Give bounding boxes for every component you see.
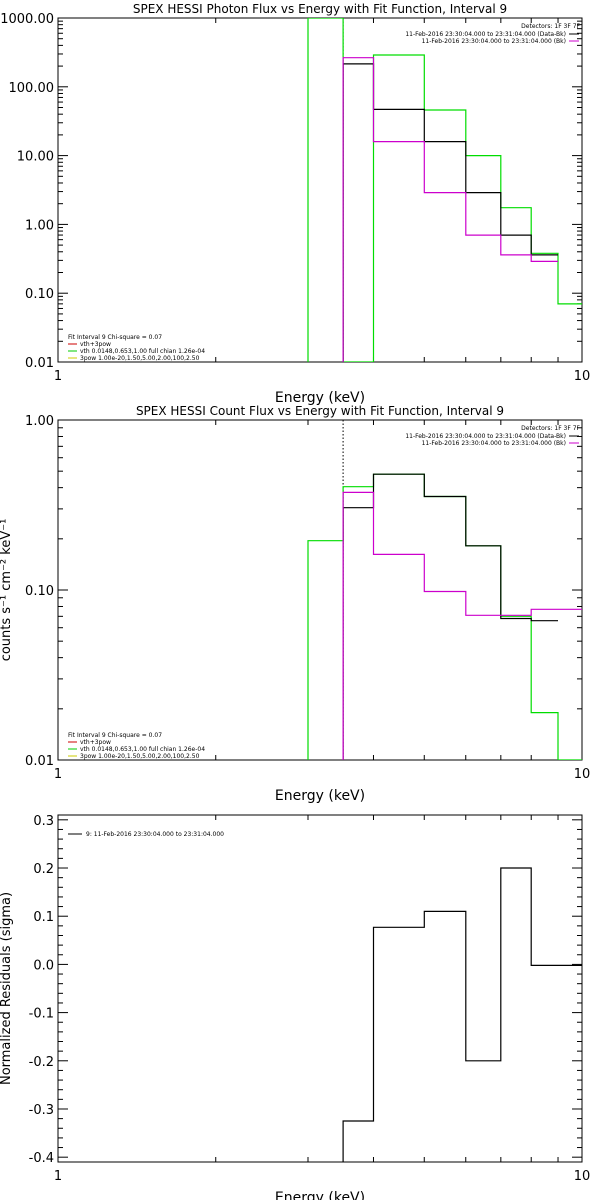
y-tick-label: -0.3 <box>29 1103 54 1118</box>
legend-entry-label: 3pow 1.00e-20,1.50,5.00,2.00,100,2.50 <box>80 355 200 362</box>
x-axis-label: Energy (keV) <box>275 788 365 804</box>
chart-title: SPEX HESSI Count Flux vs Energy with Fit… <box>136 404 504 418</box>
legend: Fit Interval 9 Chi-square = 0.07vth+3pow… <box>68 334 205 362</box>
chart-title: SPEX HESSI Photon Flux vs Energy with Fi… <box>133 2 507 16</box>
y-tick-label: 0.0 <box>33 958 54 973</box>
plot-area <box>307 420 582 760</box>
legend-header: Detectors: 1F 3F 7F <box>521 425 580 432</box>
chart-panel-3: 1 10 Energy (keV) -0.4 -0.3 -0.2 -0.1 0.0 0.1 0.2… <box>0 814 590 1200</box>
y-axis-label: counts s⁻¹ cm⁻² keV⁻¹ <box>0 519 14 662</box>
x-tick-label: 1 <box>54 767 62 782</box>
plot-frame <box>57 814 583 1163</box>
legend-header: Detectors: 1F 3F 7F <box>521 23 580 30</box>
y-tick-label: 0.01 <box>25 754 54 769</box>
y-tick-label: 1.00 <box>25 414 54 429</box>
plot-frame <box>57 419 583 761</box>
legend-entry-label: vth+3pow <box>80 739 111 746</box>
y-tick-label: 0.2 <box>33 862 54 877</box>
y-tick-label: -0.2 <box>29 1055 54 1070</box>
legend-entry-label: 11-Feb-2016 23:30:04.000 to 23:31:04.000… <box>422 440 566 447</box>
y-tick-label: 0.01 <box>25 356 54 371</box>
legend: 9: 11-Feb-2016 23:30:04.000 to 23:31:04.… <box>68 831 224 838</box>
x-tick-label: 10 <box>574 369 591 384</box>
y-tick-label: 0.3 <box>33 814 54 829</box>
plot-frame <box>57 17 583 363</box>
chart-panel-1: SPEX HESSI Photon Flux vs Energy with Fi… <box>0 2 590 406</box>
y-tick-label: 100.00 <box>9 81 55 96</box>
x-tick-label: 10 <box>574 1169 591 1184</box>
series-resid <box>342 867 582 1162</box>
x-tick-label: 1 <box>54 369 62 384</box>
y-tick-label: 1.00 <box>25 218 54 233</box>
legend-header: Fit Interval 9 Chi-square = 0.07 <box>68 732 162 739</box>
legend-entry-label: 11-Feb-2016 23:30:04.000 to 23:31:04.000… <box>422 38 566 45</box>
y-tick-label: -0.4 <box>29 1151 54 1166</box>
legend-header: Fit Interval 9 Chi-square = 0.07 <box>68 334 162 341</box>
legend: Fit Interval 9 Chi-square = 0.07vth+3pow… <box>68 732 205 760</box>
legend-entry-label: 9: 11-Feb-2016 23:30:04.000 to 23:31:04.… <box>86 831 224 838</box>
y-tick-label: 0.10 <box>25 287 54 302</box>
plot-area <box>307 18 582 362</box>
legend-entry-label: 3pow 1.00e-20,1.50,5.00,2.00,100,2.50 <box>80 753 200 760</box>
series-bk <box>342 57 558 362</box>
series-data <box>342 473 558 760</box>
x-tick-label: 1 <box>54 1169 62 1184</box>
y-axis-label: Normalized Residuals (sigma) <box>0 892 14 1085</box>
legend-entry-label: 11-Feb-2016 23:30:04.000 to 23:31:04.000… <box>405 433 566 440</box>
legend-entry-label: 11-Feb-2016 23:30:04.000 to 23:31:04.000… <box>405 31 566 38</box>
series-data <box>342 63 558 362</box>
chart-panel-2: SPEX HESSI Count Flux vs Energy with Fit… <box>0 404 590 804</box>
y-tick-label: -0.1 <box>29 1007 54 1022</box>
legend-entry-label: vth 0.0148,0.653,1.00 full chian 1.26e-0… <box>80 348 205 355</box>
series-vth <box>307 473 582 760</box>
x-axis-label: Energy (keV) <box>275 390 365 406</box>
series-vth <box>307 18 582 362</box>
plot-area <box>342 867 582 1162</box>
y-tick-label: 10.00 <box>17 150 54 165</box>
y-tick-label: 0.1 <box>33 910 54 925</box>
y-tick-label: 1000.00 <box>0 12 54 27</box>
x-axis-label: Energy (keV) <box>275 1190 365 1200</box>
legend-entry-label: vth 0.0148,0.653,1.00 full chian 1.26e-0… <box>80 746 205 753</box>
series-bk <box>342 491 582 760</box>
legend-entry-label: vth+3pow <box>80 341 111 348</box>
x-tick-label: 10 <box>574 767 591 782</box>
y-tick-label: 0.10 <box>25 584 54 599</box>
